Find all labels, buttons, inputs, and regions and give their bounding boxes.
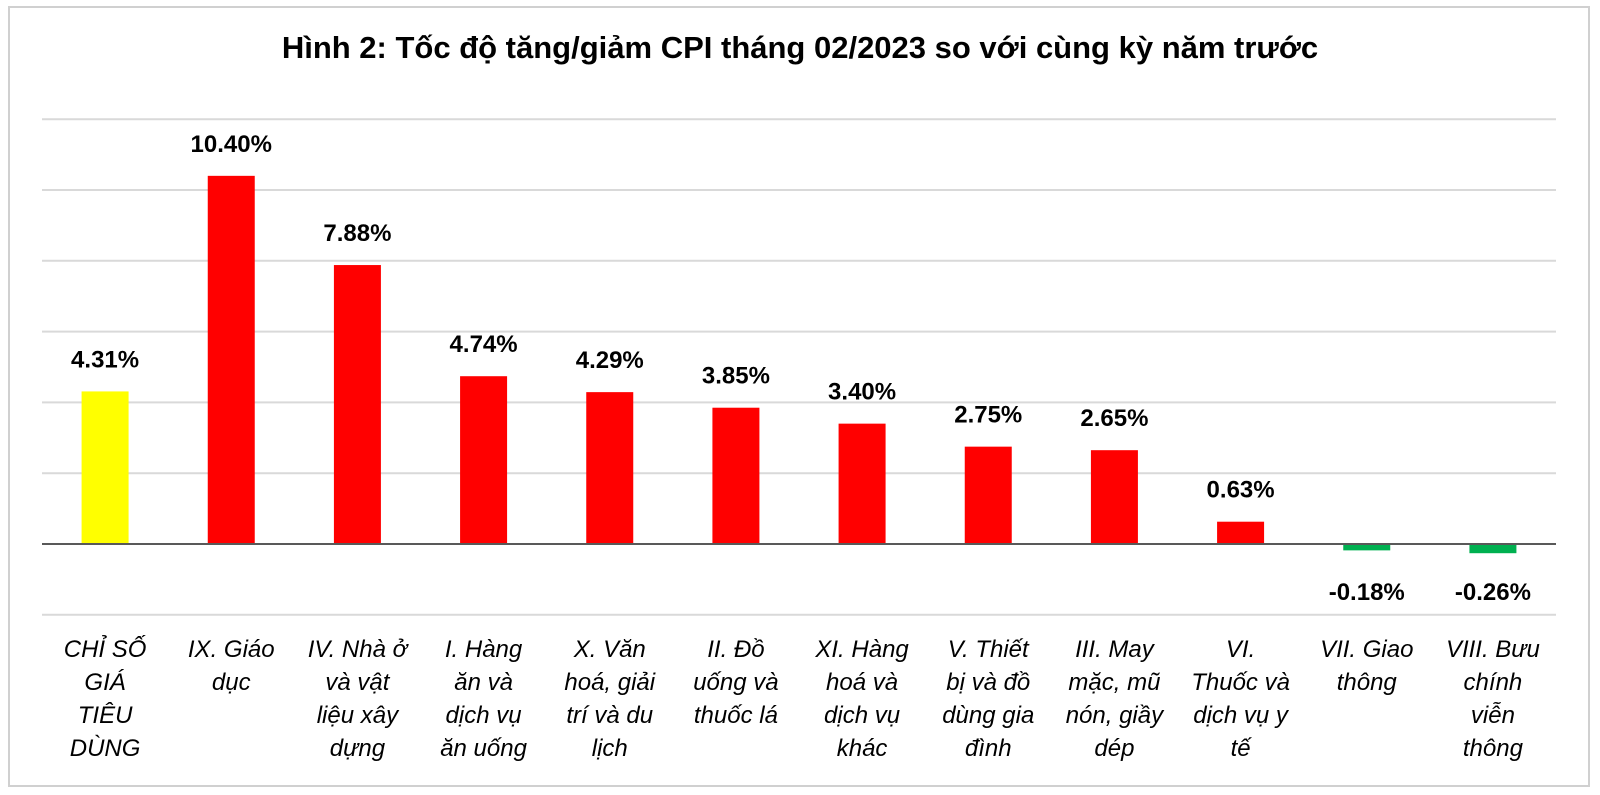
category-label: X. Văn hoá, giải trí và du lịch <box>564 636 655 762</box>
bar <box>81 391 129 544</box>
category-label: IV. Nhà ở và vật liệu xây dựng <box>308 636 410 762</box>
data-label: 4.29% <box>576 347 644 374</box>
bar <box>460 376 508 544</box>
data-label: 4.74% <box>450 331 518 358</box>
bar <box>1090 450 1138 544</box>
category-label: CHỈ SỐ GIÁ TIÊU DÙNG <box>64 634 147 762</box>
category-label: III. May mặc, mũ nón, giầy dép <box>1066 636 1165 762</box>
data-labels: 4.31% 10.40% 7.88% 4.74% 4.29% 3.85% 3.40% 2.75… <box>71 131 1531 606</box>
category-label: VI. Thuốc và dịch vụ y tế <box>1191 636 1290 762</box>
category-label: VII. Giao thông <box>1320 636 1413 696</box>
category-label: VIII. Bưu chính viễn thông <box>1446 636 1540 762</box>
bar <box>586 392 634 544</box>
gridlines <box>42 118 1556 616</box>
chart-frame <box>8 6 1590 787</box>
chart-title: Hình 2: Tốc độ tăng/giảm CPI tháng 02/20… <box>281 30 1319 65</box>
bar <box>1217 521 1265 544</box>
data-label: -0.18% <box>1329 579 1405 606</box>
category-label: I. Hàng ăn và dịch vụ ăn uống <box>440 636 527 762</box>
data-label: 2.65% <box>1080 405 1148 432</box>
data-label: 3.40% <box>828 379 896 406</box>
bar <box>333 265 381 544</box>
data-label: 7.88% <box>323 220 391 247</box>
data-label: 3.85% <box>702 363 770 390</box>
bar <box>1469 544 1517 554</box>
bar <box>964 446 1012 544</box>
bar <box>207 175 255 544</box>
bar <box>1343 544 1391 551</box>
bar <box>838 423 886 544</box>
bars <box>81 175 1517 554</box>
category-label: XI. Hàng hoá và dịch vụ khác <box>814 636 909 762</box>
category-label: II. Đồ uống và thuốc lá <box>693 636 778 729</box>
data-label: 0.63% <box>1207 477 1275 504</box>
category-label: V. Thiết bị và đồ dùng gia đình <box>942 636 1034 762</box>
data-label: 10.40% <box>191 131 272 158</box>
data-label: 2.75% <box>954 402 1022 429</box>
category-labels: CHỈ SỐ GIÁ TIÊU DÙNG IX. Giáo dục IV. Nhà ở và … <box>64 634 1540 762</box>
data-label: 4.31% <box>71 346 139 373</box>
category-label: IX. Giáo dục <box>188 636 275 696</box>
bar <box>712 407 760 544</box>
data-label: -0.26% <box>1455 579 1531 606</box>
